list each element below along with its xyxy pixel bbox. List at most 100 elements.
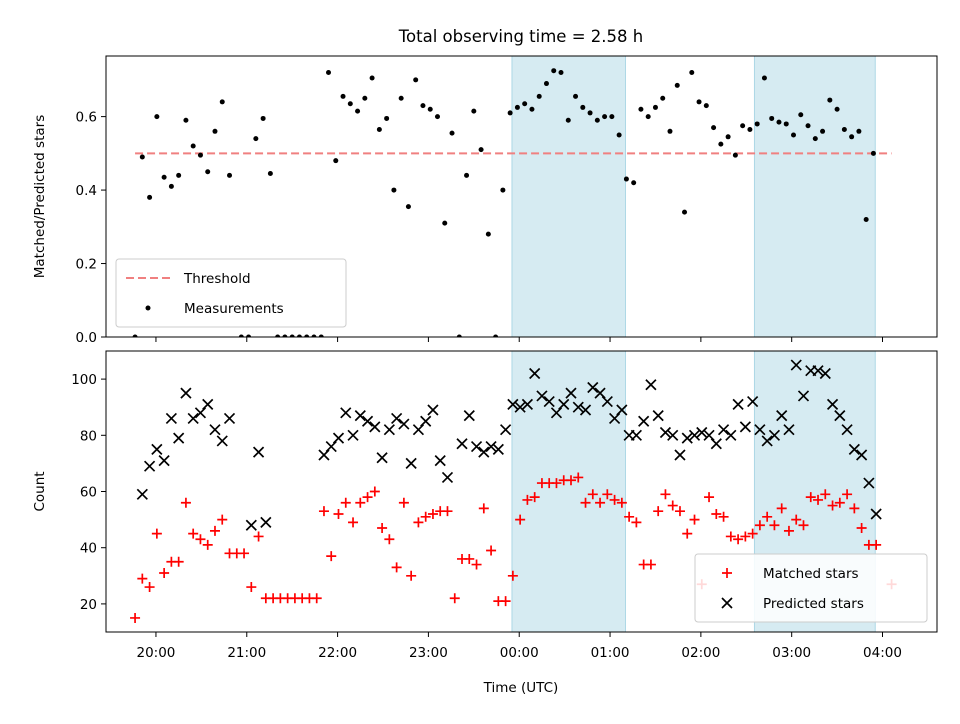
data-point xyxy=(834,410,846,422)
data-point xyxy=(197,152,203,158)
data-point xyxy=(733,534,744,545)
data-point xyxy=(616,132,622,138)
data-point xyxy=(252,446,265,458)
legend-label: Matched stars xyxy=(763,566,859,582)
data-point xyxy=(754,121,760,127)
data-point xyxy=(471,559,482,570)
data-point xyxy=(841,126,847,132)
data-point xyxy=(812,136,818,142)
data-point xyxy=(522,494,533,505)
data-point xyxy=(420,103,426,109)
legend-marker xyxy=(721,597,733,609)
legend-box xyxy=(115,258,347,328)
data-point xyxy=(154,114,160,120)
x-tick-label: 02:00 xyxy=(681,645,720,661)
data-point xyxy=(311,334,317,337)
data-point xyxy=(521,398,534,410)
data-point xyxy=(863,216,869,222)
data-point xyxy=(246,582,257,593)
data-point xyxy=(710,438,722,450)
data-point xyxy=(645,559,656,570)
data-point xyxy=(442,506,453,517)
data-point xyxy=(398,497,409,508)
y-tick-label: 100 xyxy=(71,372,97,388)
data-point xyxy=(595,497,606,508)
data-point xyxy=(565,475,576,486)
data-point xyxy=(260,516,272,529)
data-point xyxy=(223,412,236,425)
data-point xyxy=(580,104,586,110)
data-point xyxy=(143,460,156,472)
x-tick-label: 03:00 xyxy=(772,645,811,661)
data-point xyxy=(842,489,853,500)
data-point xyxy=(573,472,584,483)
data-point xyxy=(653,506,664,517)
y-tick-label: 0.2 xyxy=(76,257,97,273)
data-point xyxy=(536,93,542,99)
data-point xyxy=(202,398,214,410)
data-point xyxy=(645,379,657,391)
data-point xyxy=(813,494,824,505)
data-point xyxy=(747,126,753,132)
data-point xyxy=(587,110,593,116)
data-point xyxy=(659,426,672,439)
data-point xyxy=(798,520,809,531)
data-point xyxy=(130,612,141,623)
data-point xyxy=(136,488,148,500)
data-point xyxy=(296,334,302,337)
data-point xyxy=(485,440,497,453)
legend-label: Predicted stars xyxy=(763,596,864,612)
data-point xyxy=(219,99,225,105)
data-point xyxy=(478,503,489,514)
data-point xyxy=(768,429,781,441)
data-point xyxy=(340,407,352,419)
data-point xyxy=(355,497,366,508)
data-point xyxy=(362,492,373,503)
data-point xyxy=(260,115,266,121)
data-point xyxy=(754,424,766,436)
data-point xyxy=(667,429,679,441)
data-point xyxy=(332,432,345,444)
data-point xyxy=(696,99,702,105)
data-point xyxy=(246,334,252,337)
data-point xyxy=(689,514,700,525)
data-point xyxy=(318,334,324,337)
data-point xyxy=(434,454,446,467)
data-point xyxy=(790,359,802,371)
data-point xyxy=(682,209,688,215)
plot-area xyxy=(130,359,897,623)
x-tick-label: 01:00 xyxy=(591,645,630,661)
data-point xyxy=(826,398,839,410)
data-point xyxy=(449,593,460,604)
data-point xyxy=(783,424,795,436)
data-point xyxy=(176,172,182,178)
data-point xyxy=(616,497,627,508)
data-point xyxy=(188,528,199,539)
shaded-interval xyxy=(511,55,626,338)
data-point xyxy=(667,128,673,134)
data-point xyxy=(151,443,163,455)
data-point xyxy=(739,421,751,433)
data-point xyxy=(834,106,840,112)
data-point xyxy=(507,398,519,410)
data-point xyxy=(275,334,281,337)
data-point xyxy=(209,424,221,436)
data-point xyxy=(718,511,729,522)
data-point xyxy=(347,429,359,441)
data-point xyxy=(239,548,250,559)
data-point xyxy=(377,523,388,534)
x-tick-label: 22:00 xyxy=(318,645,357,661)
y-tick-label: 0.0 xyxy=(76,330,97,346)
data-point xyxy=(180,497,191,508)
data-point xyxy=(187,412,199,425)
data-point xyxy=(725,429,737,441)
x-tick-label: 21:00 xyxy=(227,645,266,661)
data-point xyxy=(551,68,557,74)
data-point xyxy=(791,132,797,138)
data-point xyxy=(361,415,374,427)
data-point xyxy=(144,582,155,593)
x-tick-label: 23:00 xyxy=(409,645,448,661)
data-point xyxy=(871,539,882,550)
x-tick-label: 00:00 xyxy=(500,645,539,661)
data-point xyxy=(245,519,257,531)
